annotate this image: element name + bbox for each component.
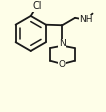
Text: O: O (59, 60, 66, 69)
Text: Cl: Cl (33, 1, 42, 11)
Text: N: N (59, 39, 66, 48)
Text: NH: NH (79, 15, 93, 24)
